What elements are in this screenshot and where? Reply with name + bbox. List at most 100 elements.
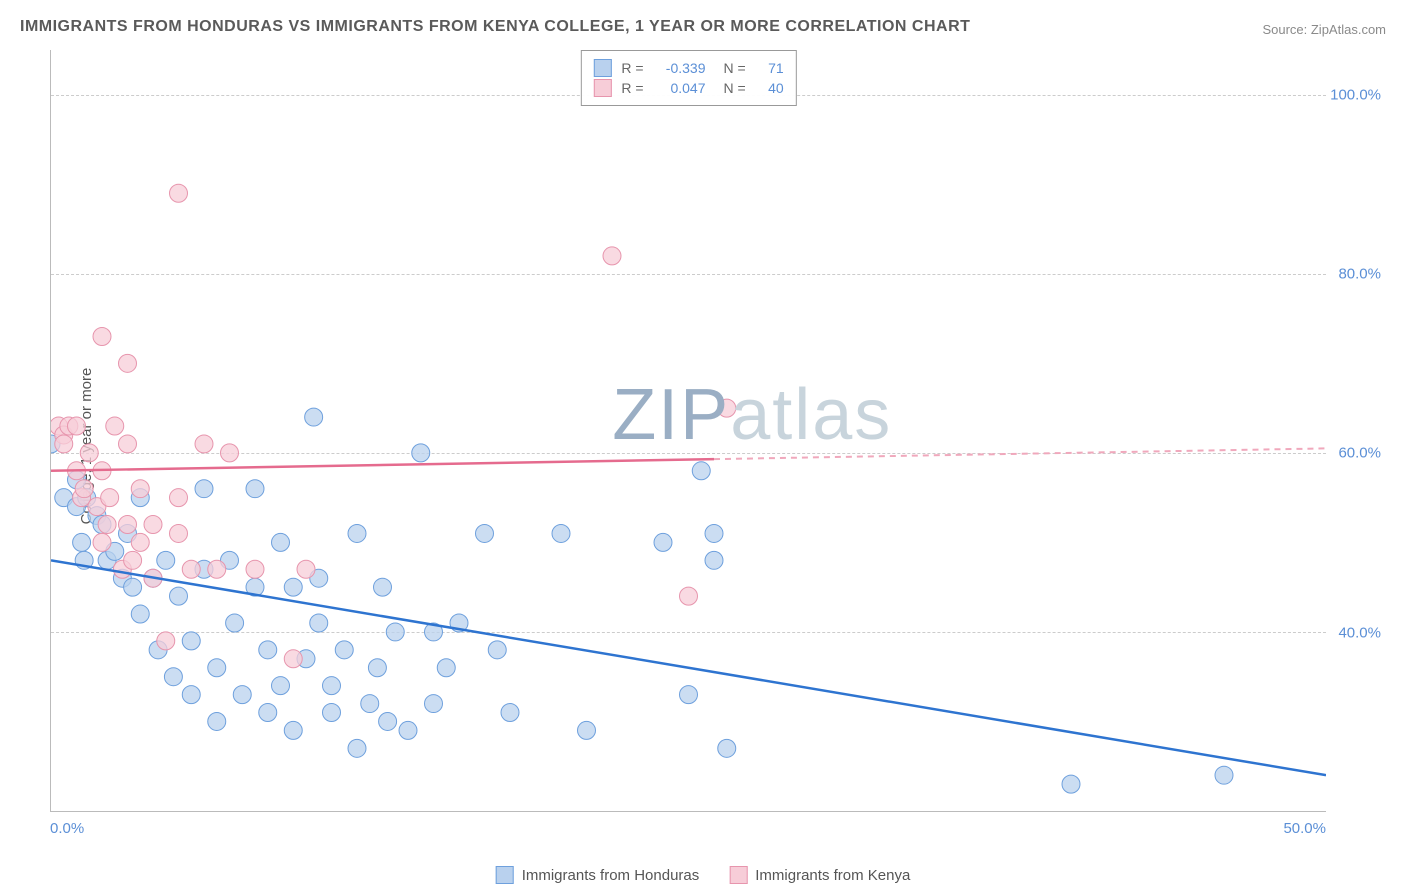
data-point [124,551,142,569]
data-point [386,623,404,641]
legend-r-value: -0.339 [654,60,706,76]
legend-n-value: 40 [756,80,784,96]
y-tick-label: 40.0% [1338,624,1381,641]
data-point [80,444,98,462]
data-point [425,695,443,713]
data-point [221,444,239,462]
data-point [131,605,149,623]
y-tick-label: 60.0% [1338,445,1381,462]
data-point [119,354,137,372]
chart-container: ZIPatlas R = -0.339 N = 71 R = 0.047 N =… [50,50,1386,842]
legend-series-name: Immigrants from Kenya [755,867,910,884]
data-point [124,578,142,596]
data-point [680,686,698,704]
data-point [233,686,251,704]
data-point [705,524,723,542]
x-tick-label: 0.0% [50,820,84,837]
data-point [259,704,277,722]
data-point [578,721,596,739]
data-point [1062,775,1080,793]
legend-swatch [729,866,747,884]
legend-r-label: R = [621,80,643,96]
chart-title: IMMIGRANTS FROM HONDURAS VS IMMIGRANTS F… [20,18,970,36]
data-point [157,632,175,650]
scatter-svg [51,50,1326,811]
data-point [323,677,341,695]
data-point [705,551,723,569]
legend-n-value: 71 [756,60,784,76]
data-point [552,524,570,542]
trend-line-extrapolated [714,448,1326,459]
data-point [208,560,226,578]
data-point [335,641,353,659]
data-point [692,462,710,480]
data-point [259,641,277,659]
data-point [131,533,149,551]
legend-n-label: N = [724,80,746,96]
data-point [374,578,392,596]
data-point [106,417,124,435]
legend-n-label: N = [724,60,746,76]
data-point [144,516,162,534]
data-point [284,578,302,596]
data-point [93,533,111,551]
data-point [182,686,200,704]
data-point [476,524,494,542]
data-point [119,435,137,453]
data-point [164,668,182,686]
data-point [437,659,455,677]
data-point [272,677,290,695]
legend-item: Immigrants from Kenya [729,866,910,884]
correlation-legend: R = -0.339 N = 71 R = 0.047 N = 40 [580,50,796,106]
data-point [93,328,111,346]
plot-area: ZIPatlas R = -0.339 N = 71 R = 0.047 N =… [50,50,1326,812]
data-point [501,704,519,722]
data-point [98,516,116,534]
data-point [272,533,290,551]
data-point [208,659,226,677]
data-point [182,632,200,650]
legend-item: Immigrants from Honduras [496,866,700,884]
data-point [246,480,264,498]
data-point [1215,766,1233,784]
data-point [399,721,417,739]
data-point [361,695,379,713]
x-tick-label: 50.0% [1283,820,1326,837]
data-point [310,614,328,632]
data-point [55,435,73,453]
data-point [718,399,736,417]
data-point [157,551,175,569]
data-point [73,533,91,551]
data-point [718,739,736,757]
legend-series-name: Immigrants from Honduras [522,867,700,884]
legend-r-label: R = [621,60,643,76]
data-point [170,524,188,542]
data-point [284,721,302,739]
data-point [348,739,366,757]
source-attribution: Source: ZipAtlas.com [1262,22,1386,37]
data-point [68,417,86,435]
data-point [195,480,213,498]
y-tick-label: 100.0% [1330,86,1381,103]
legend-swatch [593,79,611,97]
data-point [297,560,315,578]
data-point [208,712,226,730]
data-point [170,489,188,507]
data-point [170,587,188,605]
data-point [101,489,119,507]
data-point [195,435,213,453]
legend-row: R = -0.339 N = 71 [593,59,783,77]
data-point [412,444,430,462]
legend-row: R = 0.047 N = 40 [593,79,783,97]
data-point [131,480,149,498]
trend-line [51,459,714,471]
data-point [654,533,672,551]
data-point [182,560,200,578]
data-point [246,560,264,578]
data-point [170,184,188,202]
legend-swatch [496,866,514,884]
data-point [226,614,244,632]
legend-swatch [593,59,611,77]
data-point [75,480,93,498]
data-point [284,650,302,668]
